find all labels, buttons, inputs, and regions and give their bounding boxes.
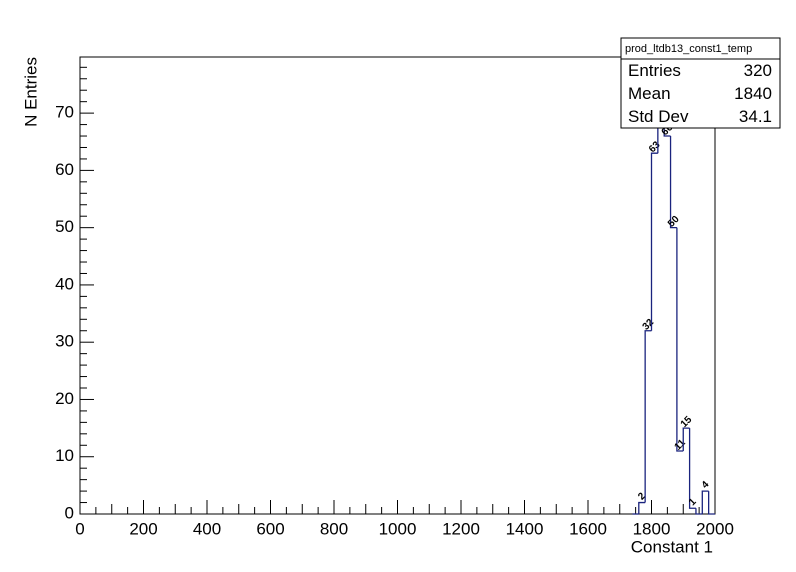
x-tick-label: 400 — [193, 519, 221, 538]
x-tick-label: 1600 — [569, 519, 607, 538]
x-tick-label: 800 — [320, 519, 348, 538]
x-tick-label: 600 — [256, 519, 284, 538]
histogram-bar — [676, 227, 684, 452]
x-tick-label: 2000 — [696, 519, 734, 538]
y-tick-label: 70 — [55, 103, 74, 122]
y-axis-title: N Entries — [21, 57, 40, 127]
value-label: 2 — [636, 490, 648, 502]
value-label: 15 — [679, 414, 695, 430]
stats-key: Std Dev — [628, 107, 689, 126]
stats-box — [620, 37, 781, 129]
stats-value: 1840 — [734, 84, 772, 103]
x-tick-label: 1000 — [379, 519, 417, 538]
y-tick-label: 60 — [55, 160, 74, 179]
value-label: 63 — [647, 139, 663, 155]
histogram-bar — [682, 427, 690, 452]
histogram-bar — [708, 491, 715, 515]
x-tick-label: 1200 — [442, 519, 480, 538]
y-tick-label: 50 — [55, 217, 74, 236]
stats-key: Entries — [628, 61, 681, 80]
value-label: 50 — [666, 214, 682, 230]
histogram-bar — [695, 508, 703, 515]
stats-value: 320 — [744, 61, 772, 80]
y-tick-label: 40 — [55, 274, 74, 293]
x-tick-label: 1800 — [633, 519, 671, 538]
histogram-bar — [701, 490, 709, 514]
x-axis-title: Constant 1 — [631, 537, 713, 556]
y-tick-label: 30 — [55, 332, 74, 351]
x-tick-label: 1400 — [506, 519, 544, 538]
histogram-bar — [688, 428, 696, 509]
value-label: 11 — [673, 437, 689, 453]
histogram-bar — [650, 152, 658, 331]
stats-key: Mean — [628, 84, 671, 103]
histogram-bar — [669, 136, 677, 229]
value-label: 1 — [687, 496, 699, 508]
stats-title: prod_ltdb13_const1_temp — [625, 43, 752, 55]
y-tick-label: 0 — [65, 503, 74, 522]
y-tick-label: 10 — [55, 446, 74, 465]
x-tick-label: 0 — [75, 519, 84, 538]
value-label: 4 — [700, 479, 712, 491]
stats-value: 34.1 — [739, 107, 772, 126]
value-label: 32 — [641, 317, 657, 333]
x-tick-label: 200 — [129, 519, 157, 538]
histogram-bar — [644, 330, 652, 503]
plot-frame — [79, 56, 716, 515]
y-tick-label: 20 — [55, 389, 74, 408]
histogram-bar — [638, 501, 646, 514]
